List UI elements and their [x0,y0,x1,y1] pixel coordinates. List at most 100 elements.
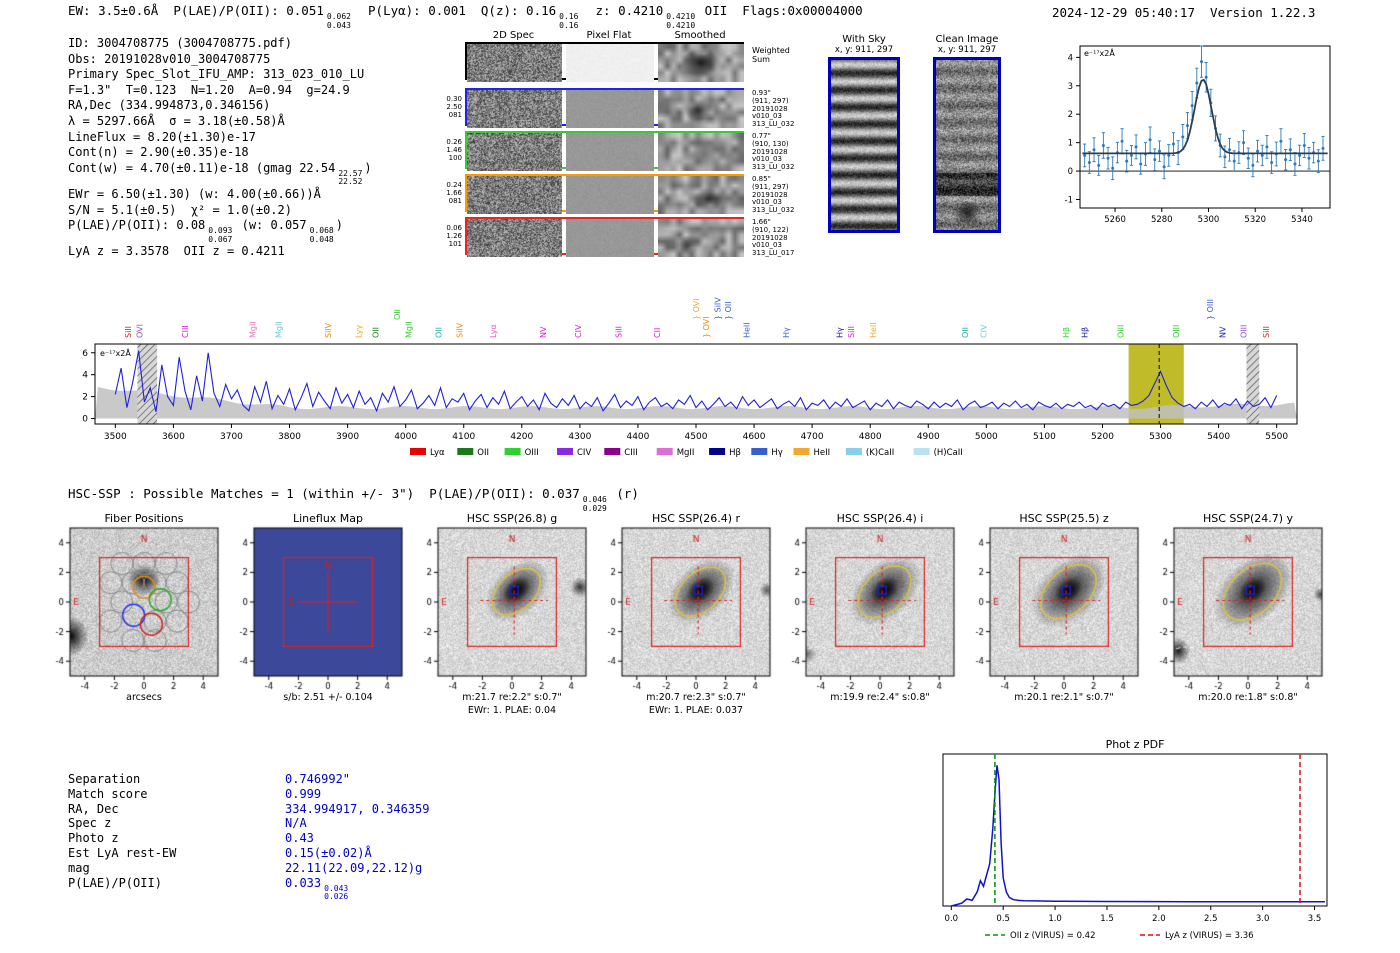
match-label: RA, Dec [68,801,119,816]
info-line: P(LAE)/P(OII): 0.08 0.093 0.067 (w: 0.057 0… [68,218,343,244]
report-timestamp-version: 2024-12-29 05:40:17 Version 1.22.3 [1052,5,1316,20]
info-line: LyA z = 3.3578 OII z = 0.4211 [68,244,285,259]
match-row: Photo z 0.43 [68,831,430,846]
info-line: Cont(n) = 2.90(±0.35)e-18 [68,145,249,160]
cutout-caption1: m:19.9 re:2.4" s:0.8" [830,692,930,703]
svg-text:5400: 5400 [1207,432,1230,442]
cutout-caption1: m:20.1 re:2.1" s:0.7" [1014,692,1114,703]
svg-text:4500: 4500 [685,432,708,442]
cutout-title-hsc-5: HSC SSP(25.5) z [1019,512,1109,525]
cutout-canvas-hsc-ssp-26-4-r [592,526,802,696]
svg-text:-1: -1 [1065,195,1073,205]
svg-text:0.5: 0.5 [996,914,1010,924]
svg-text:3.0: 3.0 [1256,914,1270,924]
match-row: mag 22.11(22.09,22.12)g [68,861,430,876]
line-marker-Hβ: Hβ [1062,327,1071,338]
line-marker-Hγ: Hγ [835,327,844,338]
match-value: 0.033 0.043 0.026 [285,875,349,902]
match-label: Separation [68,772,141,786]
cutout-canvas-hsc-ssp-26-8-g [408,526,618,696]
with-sky-image [828,57,900,233]
info-line: LineFlux = 8.20(±1.30)e-17 [68,129,256,144]
clean-image [933,57,1001,233]
line-marker-OIII: OIII [1172,325,1181,338]
svg-text:LyA z (VIRUS) = 3.36: LyA z (VIRUS) = 3.36 [1165,931,1254,941]
svg-text:5260: 5260 [1104,215,1126,225]
svg-text:e⁻¹⁷x2Å: e⁻¹⁷x2Å [100,347,131,358]
spec2d-row [465,42,744,82]
spec2d-strip-smoothed [658,219,744,257]
svg-text:2.5: 2.5 [1204,914,1218,924]
spec2d-strip-smoothed [658,133,744,171]
match-value: 22.11(22.09,22.12)g [285,860,423,875]
svg-text:1.5: 1.5 [1100,914,1114,924]
line-marker-SiII: SiII [1262,326,1271,338]
svg-text:3800: 3800 [278,432,301,442]
svg-text:5500: 5500 [1265,432,1288,442]
cutout-title-hsc-2: HSC SSP(26.8) g [466,512,558,525]
match-row: Match score 0.999 [68,787,430,802]
match-label: mag [68,860,90,875]
catalog-match-table: Separation 0.746992" Match score 0.999 RA, D… [68,772,430,902]
cutout-canvas-hsc-ssp-26-4-i [776,526,986,696]
svg-text:5200: 5200 [1091,432,1114,442]
svg-text:3500: 3500 [104,432,127,442]
match-value: 0.999 [285,786,322,801]
info-line: Obs: 20191028v010_3004708775 [68,51,271,66]
line-marker-SiIV: } SiIV [713,297,722,320]
cutout-caption1: m:20.7 re:2.3" s:0.7" [646,692,746,703]
spec2d-row-right-label: 0.93" (911, 297) 20191028 v010_03 313_LU_032 [752,89,795,129]
svg-text:0: 0 [1068,167,1073,177]
cutout-caption1: m:21.7 re:2.2" s:0.7" [462,692,562,703]
svg-text:3: 3 [1068,82,1073,92]
detection-info-block: ID: 3004708775 (3004708775.pdf) Obs: 2019… [68,36,372,260]
spec2d-col-header-pixelflat: Pixel Flat [586,30,632,41]
spec2d-row [465,217,744,257]
line-marker-SiII: SiII [124,326,133,338]
svg-text:5320: 5320 [1244,215,1266,225]
spec2d-strip-spec [467,219,562,257]
svg-text:4900: 4900 [917,432,940,442]
svg-text:3600: 3600 [162,432,185,442]
spec2d-strip-spec [467,44,562,82]
line-marker-OVI: } OVI [702,316,711,338]
svg-text:4: 4 [82,371,88,381]
line-marker-SiII: SiII [847,326,856,338]
clean-image-stamp: Clean Image x, y: 911, 297 [929,34,1005,233]
match-row: Separation 0.746992" [68,772,430,787]
with-sky-stamp: With Sky x, y: 911, 297 [824,34,904,233]
info-line: RA,Dec (334.994873,0.346156) [68,98,271,113]
info-line: EWr = 6.50(±1.30) (w: 4.00(±0.66))Å [68,187,321,201]
info-line: Primary Spec_Slot_IFU_AMP: 313_023_010_L… [68,67,365,82]
match-value: 0.746992" [285,772,351,786]
svg-text:5000: 5000 [975,432,998,442]
line-marker-Hγ: Hγ [782,327,791,338]
match-value: 334.994917, 0.346359 [285,801,430,816]
svg-text:6: 6 [82,349,88,359]
cutout-title-hsc-4: HSC SSP(26.4) i [836,512,924,525]
full-spectrum-plot: 3500 3600 3700 3800 3900 4000 4100 4200 4300 4400… [82,297,1298,458]
spec2d-row [465,131,744,171]
spec2d-col-header-smoothed: Smoothed [674,30,726,41]
svg-text:4400: 4400 [626,432,649,442]
svg-text:Hβ: Hβ [729,448,741,458]
spec2d-strip-smoothed [658,90,744,128]
line-marker-CIV: CIV [979,324,988,338]
line-marker-OII: OII [435,327,444,338]
line-marker-CIII: CIII [181,325,190,338]
match-label: Photo z [68,831,119,846]
cutout-title-fiber: Fiber Positions [104,512,184,525]
info-line: λ = 5297.66Å σ = 3.18(±0.58)Å [68,113,285,128]
line-marker-NV: NV [539,326,548,338]
line-fit-plot: 5260 5280 5300 5320 5340 -1 0 1 2 3 4 e⁻¹⁷x2Å [1065,45,1331,225]
line-marker-MgII: MgII [274,321,283,338]
spec2d-strip-spec [467,133,562,171]
with-sky-coords: x, y: 911, 297 [834,45,894,55]
line-marker-OII: OII [393,309,402,320]
svg-text:(K)CaII: (K)CaII [866,448,894,458]
match-value: N/A [285,816,307,831]
svg-text:0.0: 0.0 [945,914,959,924]
match-label: Match score [68,786,148,801]
svg-text:CIV: CIV [577,448,591,458]
match-label: Est LyA rest-EW [68,845,177,860]
